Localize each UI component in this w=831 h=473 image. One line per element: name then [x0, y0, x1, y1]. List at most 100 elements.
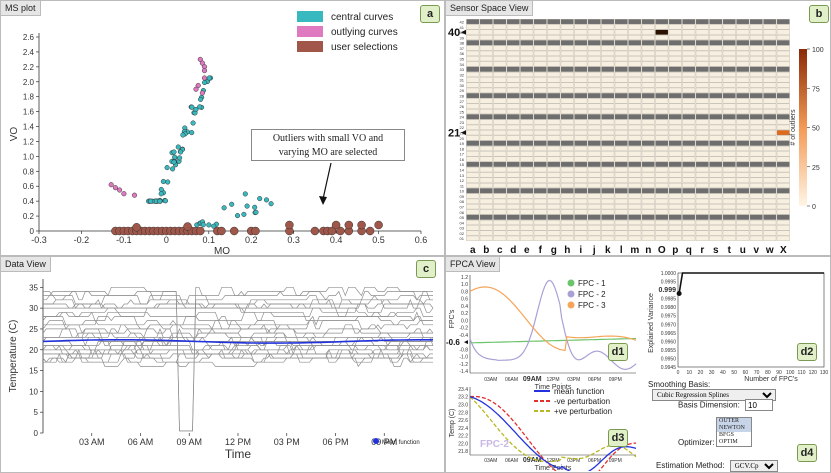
heatmap-cell — [493, 66, 507, 72]
row-label: 09 — [460, 194, 465, 199]
optimizer-option[interactable]: NEWTON — [717, 425, 751, 432]
heatmap-cell — [520, 156, 534, 162]
heatmap-cell — [574, 19, 588, 25]
heatmap-cell — [736, 56, 750, 62]
y-tick-label: 23.2 — [458, 395, 468, 401]
fpc-curves-chart[interactable]: 1.21.00.80.60.40.20.0-0.2-0.4-0.8-1.0-1.… — [446, 271, 641, 391]
annotation-line: varying MO are selected — [278, 147, 378, 158]
heatmap-cell — [479, 87, 493, 93]
heatmap-cell — [641, 45, 655, 51]
optimizer-option[interactable]: BFGS — [719, 432, 735, 438]
heatmap-cell — [466, 130, 480, 136]
y-tick-label: 2.4 — [23, 48, 35, 57]
data-point — [171, 149, 177, 155]
heatmap-cell — [520, 220, 534, 225]
heatmap-cell — [547, 235, 561, 241]
basis-dimension-input[interactable] — [745, 399, 774, 411]
smoothing-basis-select[interactable]: Cubic Regression Splines — [652, 389, 776, 401]
optimizer-option[interactable]: OPTIM — [719, 439, 738, 445]
heatmap-cell — [736, 114, 750, 120]
heatmap-cell — [722, 214, 736, 220]
heatmap-cell — [628, 109, 642, 114]
heatmap-cell — [736, 161, 750, 167]
row-label: 30 — [460, 83, 465, 88]
y-tick-label: 0.8 — [461, 289, 468, 295]
heatmap-cell — [520, 230, 534, 236]
heatmap-cell — [628, 225, 642, 231]
heatmap-cell — [520, 124, 534, 130]
temperature-line-chart[interactable]: 0 5 10 15 20 25 30 35 03 AM 06 AM 09 AM 12 PM 03 PM 0… — [1, 257, 444, 472]
heatmap-cell — [466, 209, 480, 215]
heatmap-cell — [709, 130, 723, 136]
heatmap-cell — [601, 235, 615, 241]
heatmap-cell — [722, 172, 736, 178]
sensor-heatmap[interactable]: 4241403938373635343332313029282726252423… — [446, 1, 830, 255]
heatmap-cell — [574, 235, 588, 241]
heatmap-cell — [466, 93, 480, 99]
y-tick-label: 0.6 — [23, 182, 35, 191]
heatmap-cell — [466, 72, 480, 77]
heatmap-cell — [479, 209, 493, 215]
heatmap-cell — [641, 220, 655, 225]
ms-scatter-chart[interactable]: 0 0.2 0.4 0.6 0.8 1.0 1.2 1.4 1.6 1.8 2.0 2.2 2.4 2.6… — [1, 1, 444, 255]
heatmap-cell — [601, 29, 615, 35]
heatmap-cell — [763, 130, 777, 136]
heatmap-cell — [749, 135, 763, 141]
heatmap-cell — [641, 135, 655, 141]
heatmap-cell — [574, 183, 588, 188]
heatmap-cell — [506, 82, 520, 88]
heatmap-cell — [601, 188, 615, 194]
heatmap-cell — [574, 29, 588, 35]
heatmap-cell — [614, 24, 628, 30]
heatmap-cell — [749, 45, 763, 51]
heatmap-cell — [709, 82, 723, 88]
heatmap-cell — [682, 56, 696, 62]
heatmap-cell — [749, 98, 763, 104]
heatmap-cell — [736, 204, 750, 210]
heatmap-cell — [655, 188, 669, 194]
colorbar-tick-label: 100 — [812, 47, 824, 54]
heatmap-cell — [668, 77, 682, 83]
heatmap-cell — [506, 230, 520, 236]
data-point — [183, 222, 192, 231]
heatmap-cell — [547, 50, 561, 56]
heatmap-cell — [466, 35, 480, 41]
heatmap-cell — [520, 177, 534, 183]
heatmap-cell — [709, 87, 723, 93]
estimation-method-select[interactable]: GCV.Cp — [729, 460, 778, 472]
row-callout-arrow — [461, 29, 466, 35]
row-label: 16 — [460, 157, 465, 162]
heatmap-cell — [628, 56, 642, 62]
heatmap-cell — [776, 66, 790, 72]
heatmap-cell — [479, 45, 493, 51]
data-point — [162, 198, 169, 204]
y-tick-label: 0.6 — [461, 297, 468, 303]
heatmap-cell — [668, 193, 682, 199]
heatmap-cell — [493, 167, 507, 173]
heatmap-cell — [763, 146, 777, 151]
heatmap-cell — [506, 235, 520, 241]
heatmap-cell — [628, 193, 642, 199]
optimizer-option[interactable]: OUTER — [717, 418, 751, 425]
heatmap-cell — [506, 177, 520, 183]
heatmap-cell — [601, 214, 615, 220]
heatmap-cell — [601, 45, 615, 51]
heatmap-cell — [722, 135, 736, 141]
heatmap-cell — [695, 198, 709, 204]
y-tick-label: 1.2 — [461, 275, 468, 281]
x-tick-label: 0.5 — [372, 235, 385, 245]
heatmap-cell — [587, 19, 601, 25]
optimizer-listbox[interactable]: OUTER NEWTON BFGS OPTIM — [716, 417, 752, 447]
heatmap-cell — [533, 98, 547, 104]
row-label: 06 — [460, 210, 465, 215]
heatmap-cell — [749, 156, 763, 162]
heatmap-cell — [695, 130, 709, 136]
row-label: 23 — [460, 120, 465, 125]
heatmap-cell — [601, 183, 615, 188]
heatmap-cell — [776, 45, 790, 51]
heatmap-cell — [641, 225, 655, 231]
heatmap-cell — [614, 161, 628, 167]
perturbation-chart[interactable]: 23.4 23.223.0 22.8 22.6 22.4 22.222.0 21.8 03AM… — [446, 385, 641, 471]
heatmap-cell — [493, 209, 507, 215]
